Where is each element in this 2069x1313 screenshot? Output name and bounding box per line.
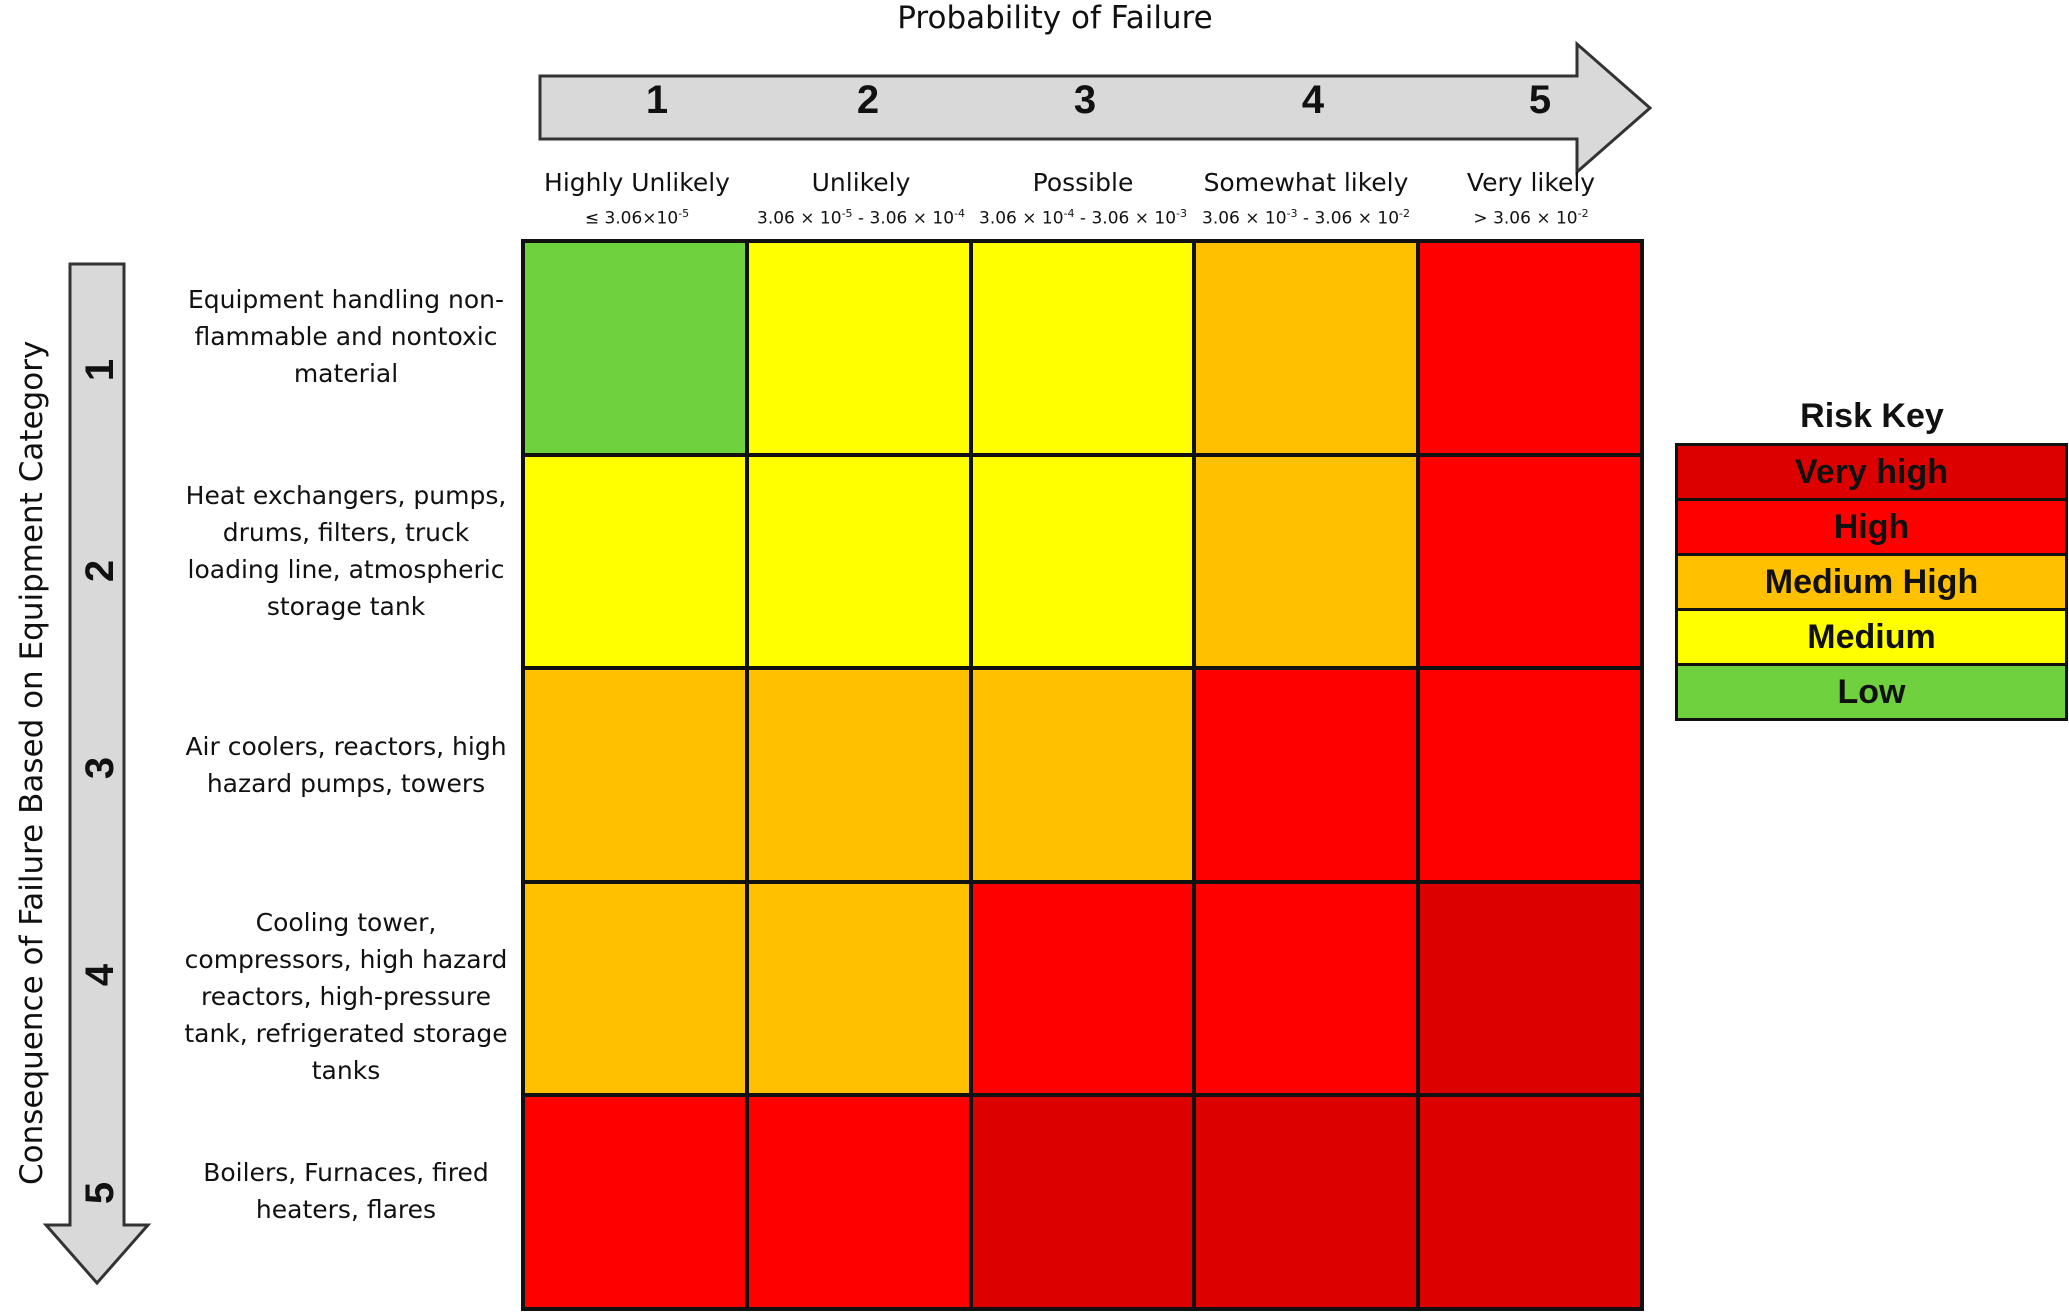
column-label-4: Somewhat likely [1203,168,1409,197]
row-label-1: Equipment handling non-flammable and non… [187,285,505,388]
risk-cell-r5-c2 [748,1097,969,1307]
x-axis-number-4: 4 [1301,78,1325,122]
risk-cell-r1-c3 [972,243,1193,453]
row-label-5: Boilers, Furnaces, fired heaters, flares [203,1158,489,1224]
row-label-4: Cooling tower, compressors, high hazard … [184,908,508,1085]
consequence-arrow [42,262,152,1286]
row-label-3: Air coolers, reactors, high hazard pumps… [185,732,507,798]
x-axis-number-2: 2 [856,78,880,122]
risk-cell-r1-c5 [1420,243,1640,453]
risk-cell-r3-c1 [525,670,745,880]
x-axis-number-1: 1 [645,78,669,122]
risk-cell-r3-c2 [748,670,969,880]
risk-cell-r5-c3 [972,1097,1193,1307]
row-label-2: Heat exchangers, pumps, drums, filters, … [185,481,507,621]
column-range-5: > 3.06 × 10-2 [1473,207,1589,229]
risk-key-item-low: Low [1678,666,2065,718]
risk-cell-r4-c4 [1196,883,1417,1094]
risk-key: Very high High Medium High Medium Low [1675,443,2068,721]
column-label-3: Possible [1032,168,1134,197]
risk-cell-r4-c3 [972,883,1193,1094]
risk-key-item-very-high: Very high [1678,446,2065,501]
column-label-2: Unlikely [811,168,911,197]
x-axis-number-3: 3 [1073,78,1097,122]
risk-cell-r3-c5 [1420,670,1640,880]
risk-cell-r5-c1 [525,1097,745,1307]
y-axis-title-wrap: Consequence of Failure Based on Equipmen… [0,0,50,1313]
risk-cell-r2-c1 [525,456,745,667]
risk-key-title: Risk Key [1800,397,1944,435]
risk-cell-r2-c3 [972,456,1193,667]
risk-cell-r4-c1 [525,883,745,1094]
column-range-2: 3.06 × 10-5 - 3.06 × 10-4 [757,207,965,229]
risk-cell-r4-c5 [1420,883,1640,1094]
risk-cell-r1-c1 [525,243,745,453]
column-range-1: ≤ 3.06×10-5 [584,207,690,229]
risk-key-item-high: High [1678,501,2065,556]
risk-cell-r5-c5 [1420,1097,1640,1307]
column-range-4: 3.06 × 10-3 - 3.06 × 10-2 [1202,207,1410,229]
risk-cell-r2-c5 [1420,456,1640,667]
x-axis-title: Probability of Failure [897,0,1213,36]
y-axis-number-4: 4 [78,963,122,987]
risk-cell-r3-c3 [972,670,1193,880]
y-axis-number-3: 3 [78,756,122,780]
risk-cell-r2-c2 [748,456,969,667]
column-range-3: 3.06 × 10-4 - 3.06 × 10-3 [979,207,1187,229]
probability-arrow [538,40,1653,176]
risk-cell-r1-c4 [1196,243,1417,453]
risk-key-item-medium-high: Medium High [1678,556,2065,611]
risk-cell-r2-c4 [1196,456,1417,667]
y-axis-number-2: 2 [78,559,122,583]
x-axis-number-5: 5 [1528,78,1552,122]
risk-matrix [521,239,1644,1311]
risk-cell-r5-c4 [1196,1097,1417,1307]
risk-cell-r4-c2 [748,883,969,1094]
risk-key-item-medium: Medium [1678,611,2065,666]
y-axis-number-5: 5 [78,1181,122,1205]
column-label-5: Very likely [1466,168,1596,197]
y-axis-title: Consequence of Failure Based on Equipmen… [14,340,50,1185]
risk-cell-r3-c4 [1196,670,1417,880]
column-label-1: Highly Unlikely [544,168,730,197]
y-axis-number-1: 1 [78,358,122,382]
risk-cell-r1-c2 [748,243,969,453]
